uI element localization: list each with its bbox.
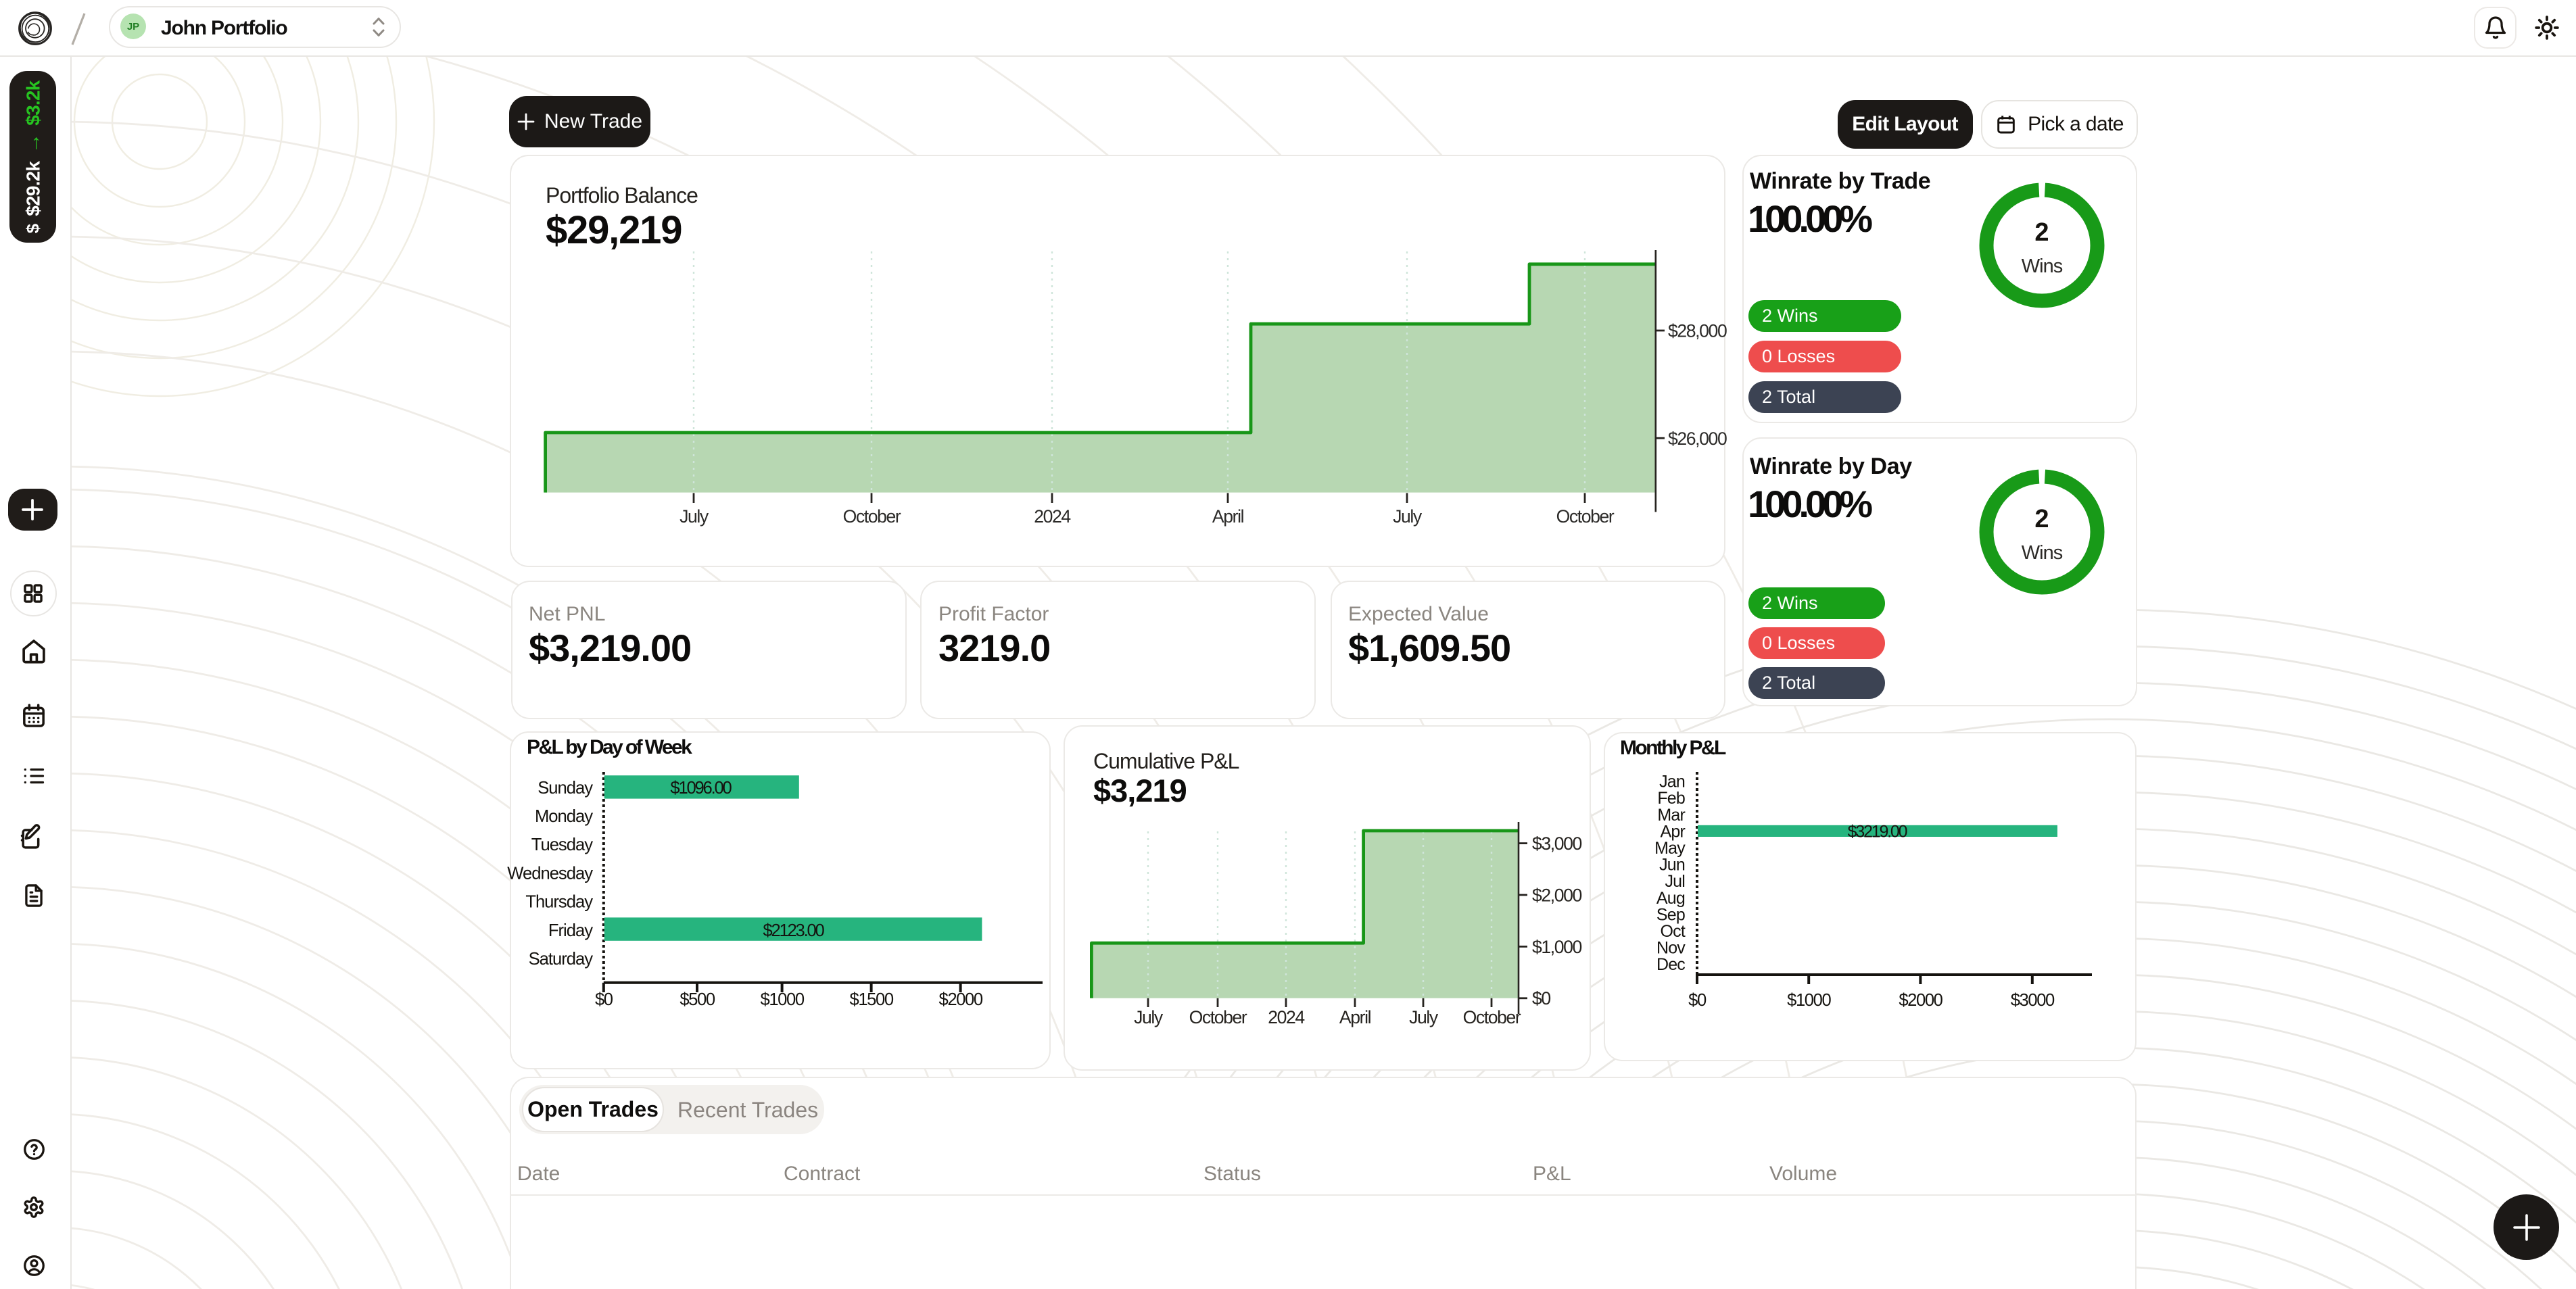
svg-text:Saturday: Saturday [529, 950, 594, 969]
svg-text:$3,000: $3,000 [1532, 833, 1582, 854]
svg-text:Friday: Friday [548, 921, 593, 940]
svg-text:2024: 2024 [1034, 506, 1071, 527]
svg-text:Monday: Monday [535, 807, 593, 826]
svg-text:Dec: Dec [1656, 955, 1685, 974]
svg-text:$0: $0 [1688, 991, 1707, 1010]
svg-text:Wednesday: Wednesday [507, 864, 593, 883]
svg-text:Feb: Feb [1657, 789, 1685, 808]
svg-text:Thursday: Thursday [525, 893, 593, 912]
svg-text:2: 2 [2034, 505, 2049, 533]
svg-text:October: October [1189, 1007, 1247, 1027]
svg-text:Aug: Aug [1656, 889, 1685, 908]
svg-text:$2,000: $2,000 [1532, 885, 1582, 905]
svg-text:Jul: Jul [1665, 872, 1685, 891]
svg-text:Jun: Jun [1659, 856, 1685, 875]
svg-text:Wins: Wins [2022, 542, 2063, 564]
svg-text:Mar: Mar [1657, 806, 1685, 825]
svg-text:Apr: Apr [1660, 822, 1685, 841]
svg-text:July: July [1393, 506, 1423, 527]
svg-text:April: April [1339, 1007, 1371, 1027]
svg-text:$1500: $1500 [850, 990, 894, 1009]
svg-text:May: May [1654, 839, 1686, 858]
svg-text:Oct: Oct [1661, 922, 1686, 941]
svg-text:$0: $0 [1532, 988, 1550, 1008]
svg-text:July: July [1409, 1007, 1439, 1027]
svg-text:$2123.00: $2123.00 [763, 921, 824, 940]
svg-text:$1000: $1000 [761, 990, 805, 1009]
svg-text:July: July [1134, 1007, 1164, 1027]
svg-text:Wins: Wins [2022, 256, 2063, 277]
svg-text:$0: $0 [595, 990, 613, 1009]
svg-text:October: October [1463, 1007, 1521, 1027]
svg-text:$1,000: $1,000 [1532, 937, 1582, 957]
svg-text:April: April [1212, 506, 1244, 527]
svg-text:July: July [679, 506, 709, 527]
svg-text:$500: $500 [679, 990, 715, 1009]
svg-text:$3000: $3000 [2011, 991, 2055, 1010]
svg-text:$28,000: $28,000 [1668, 321, 1727, 341]
svg-text:$26,000: $26,000 [1668, 429, 1727, 449]
svg-text:$1000: $1000 [1787, 991, 1831, 1010]
svg-text:$2000: $2000 [939, 990, 983, 1009]
svg-text:October: October [843, 506, 901, 527]
svg-text:$2000: $2000 [1899, 991, 1942, 1010]
svg-text:October: October [1556, 506, 1615, 527]
svg-text:Sep: Sep [1656, 905, 1685, 924]
svg-text:2: 2 [2034, 218, 2049, 247]
svg-text:Nov: Nov [1656, 939, 1686, 958]
svg-text:$1096.00: $1096.00 [670, 779, 732, 798]
svg-text:$3219.00: $3219.00 [1848, 822, 1907, 841]
svg-text:Jan: Jan [1659, 773, 1685, 792]
svg-text:Sunday: Sunday [538, 779, 593, 798]
svg-text:Tuesday: Tuesday [531, 835, 593, 854]
svg-text:2024: 2024 [1268, 1007, 1305, 1027]
